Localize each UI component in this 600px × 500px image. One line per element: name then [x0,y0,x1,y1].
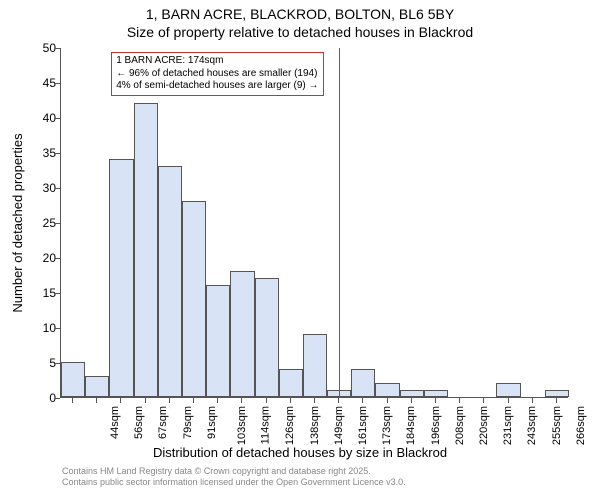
x-tick-mark [411,398,412,403]
annotation-line1: 1 BARN ACRE: 174sqm [116,55,318,68]
histogram-bar [182,201,206,397]
credits-line1: Contains HM Land Registry data © Crown c… [62,466,371,476]
x-tick-mark [217,398,218,403]
histogram-bar [375,383,399,397]
histogram-bar [424,390,448,397]
x-tick-mark [362,398,363,403]
x-tick-label: 44sqm [109,406,121,439]
x-tick-label: 126sqm [285,406,297,445]
x-tick-label: 103sqm [236,406,248,445]
histogram-bar [158,166,182,397]
x-tick-mark [314,398,315,403]
x-tick-mark [120,398,121,403]
plot-area: 1 BARN ACRE: 174sqm ← 96% of detached ho… [60,48,568,398]
x-tick-label: 243sqm [526,406,538,445]
x-tick-label: 266sqm [575,406,587,445]
x-tick-label: 56sqm [133,406,145,439]
histogram-bar [230,271,254,397]
y-axis-label: Number of detached properties [10,133,25,312]
x-tick-label: 196sqm [430,406,442,445]
histogram-bar [85,376,109,397]
annotation-box: 1 BARN ACRE: 174sqm ← 96% of detached ho… [111,52,323,96]
x-tick-mark [241,398,242,403]
x-tick-mark [435,398,436,403]
x-tick-mark [532,398,533,403]
histogram-bar [206,285,230,397]
annotation-line3: 4% of semi-detached houses are larger (9… [116,80,318,93]
y-tick-label: 15 [30,286,56,300]
x-tick-label: 231sqm [502,406,514,445]
histogram-bar [351,369,375,397]
x-tick-label: 184sqm [406,406,418,445]
x-tick-label: 220sqm [478,406,490,445]
chart-title-line2: Size of property relative to detached ho… [0,24,600,40]
y-tick-mark [55,398,60,399]
x-tick-label: 161sqm [357,406,369,445]
histogram-bar [109,159,133,397]
histogram-bar [303,334,327,397]
x-tick-mark [508,398,509,403]
x-tick-mark [96,398,97,403]
y-tick-label: 35 [30,146,56,160]
y-tick-label: 10 [30,321,56,335]
x-axis-label: Distribution of detached houses by size … [0,445,600,460]
x-tick-label: 149sqm [333,406,345,445]
y-tick-label: 30 [30,181,56,195]
histogram-chart: 1, BARN ACRE, BLACKROD, BOLTON, BL6 5BY … [0,0,600,500]
x-tick-label: 208sqm [454,406,466,445]
y-tick-label: 25 [30,216,56,230]
histogram-bar [545,390,569,397]
histogram-bar [279,369,303,397]
y-tick-label: 20 [30,251,56,265]
x-tick-mark [459,398,460,403]
histogram-bar [134,103,158,397]
reference-line [339,48,340,397]
credits-line2: Contains public sector information licen… [62,477,406,487]
x-tick-mark [266,398,267,403]
x-tick-mark [483,398,484,403]
y-tick-label: 45 [30,76,56,90]
y-tick-label: 40 [30,111,56,125]
y-tick-label: 50 [30,41,56,55]
x-tick-label: 255sqm [551,406,563,445]
x-tick-label: 173sqm [381,406,393,445]
annotation-line2: ← 96% of detached houses are smaller (19… [116,68,318,81]
histogram-bar [400,390,424,397]
x-tick-label: 114sqm [260,406,272,444]
x-tick-mark [338,398,339,403]
x-tick-mark [290,398,291,403]
x-tick-mark [556,398,557,403]
x-tick-mark [72,398,73,403]
histogram-bar [496,383,520,397]
histogram-bar [255,278,279,397]
x-tick-mark [145,398,146,403]
x-tick-mark [169,398,170,403]
x-tick-label: 67sqm [158,406,170,439]
x-tick-label: 91sqm [206,406,218,439]
x-tick-mark [193,398,194,403]
y-tick-label: 5 [30,356,56,370]
histogram-bar [61,362,85,397]
x-tick-label: 138sqm [309,406,321,445]
x-tick-mark [387,398,388,403]
y-tick-label: 0 [30,391,56,405]
chart-title-line1: 1, BARN ACRE, BLACKROD, BOLTON, BL6 5BY [0,6,600,22]
x-tick-label: 79sqm [182,406,194,439]
